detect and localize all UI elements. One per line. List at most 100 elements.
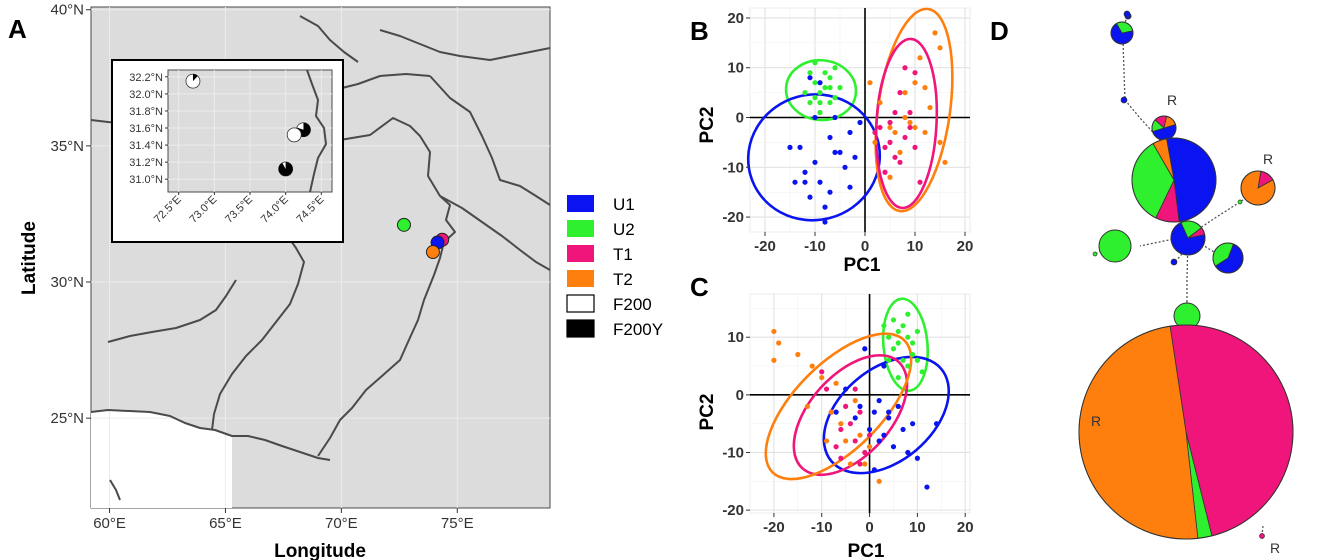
border-kyrgyzstan xyxy=(379,29,551,61)
pca-c-point-u1 xyxy=(886,415,892,421)
pca-c-y-tick-label: 0 xyxy=(736,387,744,404)
pca-b-point-u2 xyxy=(832,95,838,101)
pca-c-point-t2 xyxy=(819,374,825,381)
pca-b-point-u1 xyxy=(792,179,798,185)
pca-c-point-t2 xyxy=(876,478,882,484)
pca-c-point-t1 xyxy=(823,386,830,392)
network-edge xyxy=(1186,235,1189,302)
network-edge xyxy=(1261,525,1264,536)
inset-pie-f200y xyxy=(278,161,293,176)
pca-b-x-tick-label: -10 xyxy=(804,238,826,255)
pca-b-point-t2 xyxy=(912,80,918,86)
panel-letter-b: B xyxy=(690,16,709,46)
pca-c-point-u1 xyxy=(857,403,863,409)
inset-border xyxy=(306,69,328,193)
inset-y-tick-label: 31.8°N xyxy=(129,106,163,118)
pca-b-point-t2 xyxy=(937,139,943,145)
pca-b-point-u1 xyxy=(807,194,813,200)
pca-b-point-t2 xyxy=(902,114,908,121)
panel-letter-a: A xyxy=(8,14,27,44)
pca-c-point-t2 xyxy=(828,409,834,415)
pca-c-point-u1 xyxy=(866,426,873,433)
pca-c-point-u1 xyxy=(871,409,877,415)
pca-c-point-u1 xyxy=(876,398,882,404)
pca-b-y-tick-label: 10 xyxy=(727,60,744,77)
legend-swatch-t1 xyxy=(567,245,594,262)
pca-b-point-u1 xyxy=(797,144,803,150)
pca-c-point-u1 xyxy=(871,467,877,473)
pca-c-point-t1 xyxy=(857,461,863,467)
pca-c-x-tick-label: 20 xyxy=(957,519,974,536)
map-sea xyxy=(91,410,232,508)
pca-c-x-axis-title: PC1 xyxy=(848,541,885,560)
inset-pie-f200 xyxy=(286,127,302,143)
network-label-r: R xyxy=(1091,413,1101,429)
legend-label-u1: U1 xyxy=(613,195,635,214)
pca-b-point-u2 xyxy=(827,75,833,81)
pca-b-point-t2 xyxy=(877,99,883,106)
pca-c-point-u2 xyxy=(900,323,906,329)
pca-c-point-t2 xyxy=(771,357,777,363)
pca-b-point-u1 xyxy=(832,149,838,155)
pca-b-point-u2 xyxy=(822,70,828,76)
pca-c-point-u2 xyxy=(890,346,897,352)
map-x-tick-label: 75°E xyxy=(441,515,474,532)
pca-c-point-t2 xyxy=(833,380,839,386)
pca-c-point-t1 xyxy=(838,455,844,461)
pca-b-point-u2 xyxy=(837,85,843,91)
inset-allele-pies xyxy=(185,73,311,177)
pca-c-point-u2 xyxy=(895,328,901,335)
pca-c-point-u1 xyxy=(881,432,887,438)
pca-c-point-t1 xyxy=(857,409,863,415)
pca-b-point-t1 xyxy=(882,144,888,150)
border-uzbekistan xyxy=(299,15,359,63)
pca-c-point-t2 xyxy=(809,363,815,369)
map-point-t2 xyxy=(425,245,440,260)
pca-b-point-t1 xyxy=(902,134,908,141)
network-label-r: R xyxy=(1270,540,1280,556)
pca-b-point-u1 xyxy=(812,114,818,121)
map-sample-points xyxy=(396,217,450,260)
pca-b-point-u2 xyxy=(827,99,833,106)
pca-b-point-u1 xyxy=(852,154,858,160)
pca-b-point-u1 xyxy=(787,144,793,150)
inset-y-tick-label: 31.0°N xyxy=(129,174,163,186)
network-label-r: R xyxy=(1167,92,1177,108)
pca-b-ellipse-u2 xyxy=(784,58,858,122)
pca-b-point-u2 xyxy=(807,99,813,106)
legend-label-f200y: F200Y xyxy=(613,320,663,339)
pca-c-point-u1 xyxy=(833,409,839,415)
pca-c-point-u2 xyxy=(895,374,901,381)
pca-b-point-t1 xyxy=(902,65,908,71)
pca-b-point-t2 xyxy=(932,30,938,36)
pca-c-x-tick-label: -10 xyxy=(811,519,833,536)
pca-b-point-u1 xyxy=(837,149,843,155)
pca-b-point-u1 xyxy=(857,119,863,126)
pca-c-point-u1 xyxy=(900,426,906,433)
legend-swatch-f200 xyxy=(566,294,595,313)
pca-c-x-tick-label: 0 xyxy=(865,519,873,536)
network-label-r: R xyxy=(1263,151,1273,167)
map-ticks: 60°E 65°E 70°E 75°E 25°N 30°N 35°N 40°N xyxy=(50,2,473,532)
pca-b-point-t2 xyxy=(887,174,893,180)
pca-c-point-u1 xyxy=(890,444,897,450)
pca-b-point-t2 xyxy=(892,129,898,136)
legend-label-f200: F200 xyxy=(613,295,652,314)
pca-c-point-u1 xyxy=(881,363,887,369)
pca-b-point-u2 xyxy=(832,65,838,71)
pca-c-point-t2 xyxy=(843,438,849,444)
border-pakistan-india xyxy=(229,117,456,457)
pca-b-point-u2 xyxy=(812,95,818,101)
pca-b-point-u1 xyxy=(822,204,828,210)
haplotype-h9-outline xyxy=(1212,242,1244,274)
pca-b-y-tick-label: 20 xyxy=(727,10,744,27)
coastline xyxy=(90,409,331,461)
pca-c-point-t1 xyxy=(852,386,858,392)
pca-b-point-t2 xyxy=(912,124,918,131)
pca-b-point-t1 xyxy=(897,90,903,96)
haplotype-h6-outline xyxy=(1240,170,1276,206)
pca-c-y-tick-label: -10 xyxy=(722,444,744,461)
pca-c-point-t2 xyxy=(795,351,801,358)
pca-c-x-tick-label: -20 xyxy=(763,519,785,536)
